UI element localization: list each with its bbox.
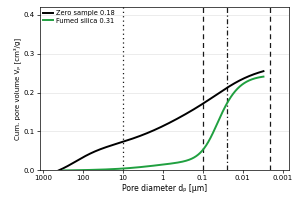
Fumed silica 0.31 [178,161,181,163]
Fumed silica 0.31 [189,158,193,160]
Zero sample 0.18 [233,82,237,84]
Y-axis label: Cum. pore volume Vₚ [cm³/g]: Cum. pore volume Vₚ [cm³/g] [13,38,21,140]
Legend: Zero sample 0.18, Fumed silica 0.31: Zero sample 0.18, Fumed silica 0.31 [42,9,116,25]
Line: Zero sample 0.18: Zero sample 0.18 [58,71,263,170]
Fumed silica 0.31 [183,160,187,162]
X-axis label: Pore diameter dₚ [µm]: Pore diameter dₚ [µm] [122,184,207,193]
Fumed silica 0.31 [62,169,65,172]
Line: Fumed silica 0.31: Fumed silica 0.31 [64,77,263,170]
Zero sample 0.18 [181,114,185,117]
Zero sample 0.18 [212,95,216,98]
Fumed silica 0.31 [234,89,238,92]
Zero sample 0.18 [57,169,60,172]
Zero sample 0.18 [176,117,179,120]
Fumed silica 0.31 [74,169,78,171]
Zero sample 0.18 [69,163,73,165]
Zero sample 0.18 [262,70,265,72]
Zero sample 0.18 [187,111,191,113]
Fumed silica 0.31 [213,127,217,129]
Fumed silica 0.31 [262,75,265,78]
